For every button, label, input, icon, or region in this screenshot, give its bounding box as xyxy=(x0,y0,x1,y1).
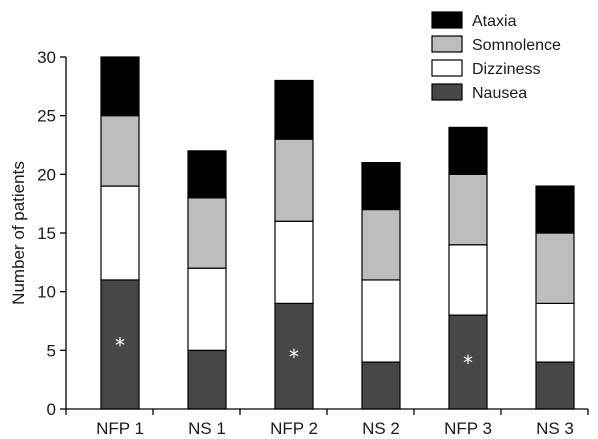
x-tick-label: NS 1 xyxy=(188,419,226,438)
bar-ns-1-somnolence xyxy=(187,197,227,269)
legend-label-ataxia: Ataxia xyxy=(472,13,517,30)
y-tick-label: 0 xyxy=(47,400,56,419)
y-tick-label: 20 xyxy=(37,165,56,184)
y-tick-label: 30 xyxy=(37,48,56,67)
legend-swatch-nausea xyxy=(431,83,463,101)
bar-ns-3-somnolence xyxy=(535,232,575,305)
bar-nfp-1-nausea xyxy=(100,279,140,410)
bar-ns-1-dizziness xyxy=(187,267,227,351)
legend-swatch-ataxia xyxy=(431,11,463,29)
bar-ns-3-ataxia xyxy=(535,185,575,234)
legend-swatch-dizziness xyxy=(431,59,463,77)
bar-ns-2-dizziness xyxy=(361,279,401,363)
bar-nfp-1-ataxia xyxy=(100,56,140,117)
bar-nfp-2-nausea xyxy=(274,302,314,410)
bar-ns-2-somnolence xyxy=(361,208,401,281)
bar-nfp-2-ataxia xyxy=(274,79,314,140)
bar-ns-1-ataxia xyxy=(187,150,227,199)
bar-nfp-2-dizziness xyxy=(274,220,314,304)
bar-ns-3-dizziness xyxy=(535,302,575,363)
x-tick-label: NFP 2 xyxy=(270,419,318,438)
x-tick-label: NFP 1 xyxy=(96,419,144,438)
x-tick-label: NFP 3 xyxy=(444,419,492,438)
bar-nfp-1-dizziness xyxy=(100,185,140,281)
bar-ns-3-nausea xyxy=(535,361,575,410)
bar-ns-2-nausea xyxy=(361,361,401,410)
x-tick-label: NS 2 xyxy=(362,419,400,438)
y-tick-label: 10 xyxy=(37,283,56,302)
axes: 0 5 10 15 20 25 30 NFP 1 NS 1 NFP 2 NS 2 NFP 3 NS 3 xyxy=(37,48,589,438)
significance-marker: * xyxy=(463,351,473,375)
bar-nfp-3-ataxia xyxy=(448,126,488,175)
y-tick-label: 25 xyxy=(37,107,56,126)
bar-ns-2-ataxia xyxy=(361,162,401,211)
significance-marker: * xyxy=(289,345,299,369)
bars: * * * xyxy=(100,56,575,410)
bar-nfp-2-somnolence xyxy=(274,138,314,222)
y-axis-title: Number of patients xyxy=(9,161,28,305)
bar-ns-1-nausea xyxy=(187,349,227,410)
y-tick-label: 15 xyxy=(37,224,56,243)
legend-label-somnolence: Somnolence xyxy=(472,37,561,54)
significance-marker: * xyxy=(115,333,125,357)
legend-label-nausea: Nausea xyxy=(472,85,527,102)
y-tick-label: 5 xyxy=(47,341,56,360)
legend-swatch-somnolence xyxy=(431,35,463,53)
legend-label-dizziness: Dizziness xyxy=(472,61,540,78)
bar-nfp-1-somnolence xyxy=(100,115,140,187)
x-tick-label: NS 3 xyxy=(536,419,574,438)
bar-nfp-3-dizziness xyxy=(448,244,488,316)
legend: Ataxia Somnolence Dizziness Nausea xyxy=(431,11,561,102)
bar-nfp-3-somnolence xyxy=(448,173,488,246)
